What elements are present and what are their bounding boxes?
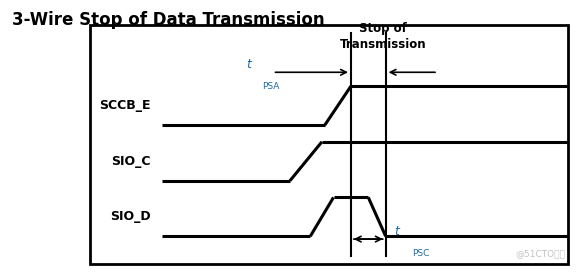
Text: $t$: $t$ (246, 58, 254, 71)
Text: SIO_C: SIO_C (111, 155, 151, 168)
Text: @51CTO博客: @51CTO博客 (516, 250, 566, 259)
Text: SCCB_E: SCCB_E (99, 99, 151, 112)
Text: PSC: PSC (412, 249, 429, 258)
Bar (90, 25, 568, 264)
Text: $t$: $t$ (394, 225, 402, 238)
Text: PSA: PSA (262, 82, 280, 91)
Text: SIO_D: SIO_D (110, 210, 151, 223)
Text: Stop of
Transmission: Stop of Transmission (339, 22, 426, 51)
Text: 3-Wire Stop of Data Transmission: 3-Wire Stop of Data Transmission (12, 11, 324, 29)
